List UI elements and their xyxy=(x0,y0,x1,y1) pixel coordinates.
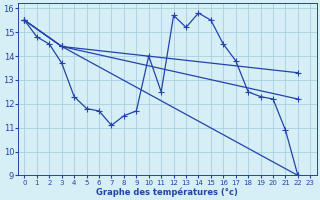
X-axis label: Graphe des températures (°c): Graphe des températures (°c) xyxy=(96,187,238,197)
